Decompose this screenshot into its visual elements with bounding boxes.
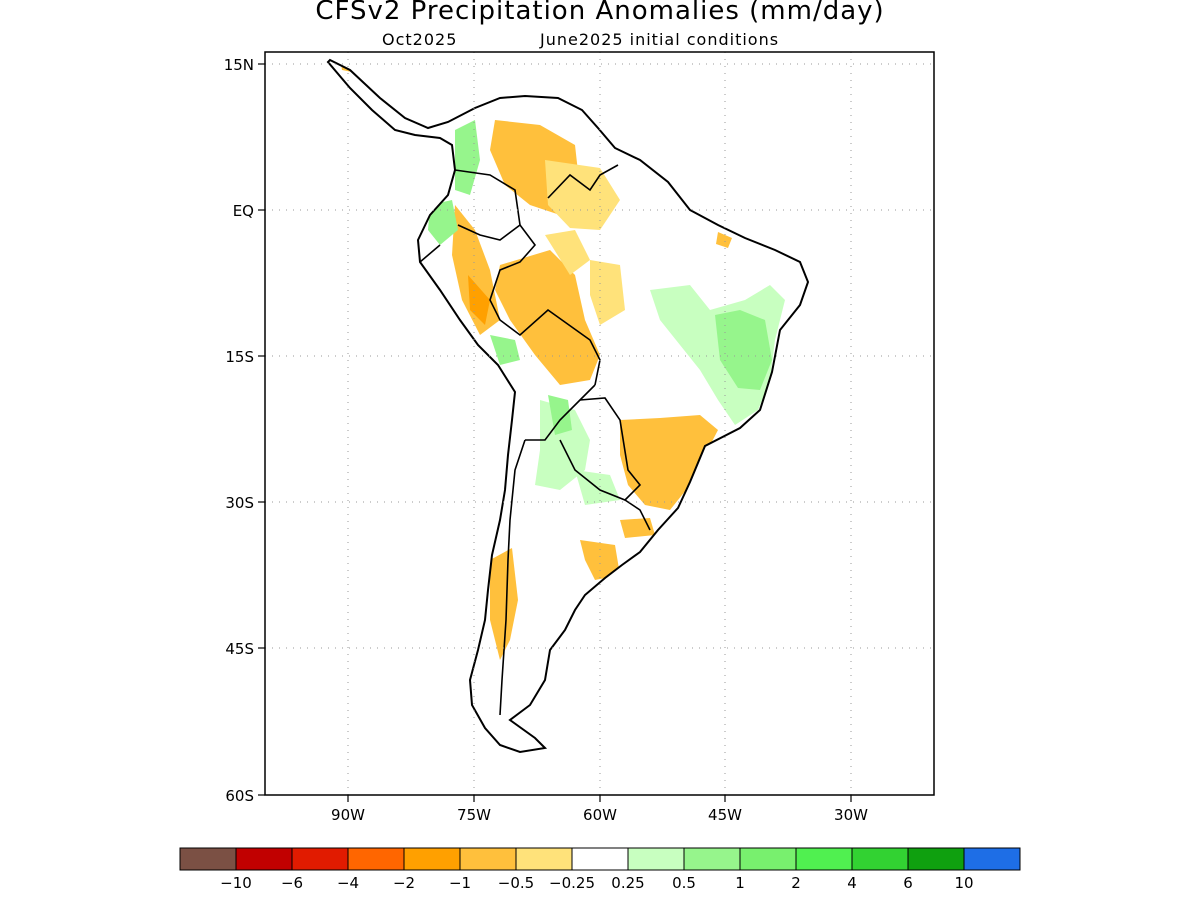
initial-conditions: June2025 initial conditions [540, 30, 780, 49]
colorbar-label: 1 [735, 874, 745, 892]
wet-anomaly-bahia [715, 310, 772, 390]
colorbar-label: −10 [220, 874, 252, 892]
dry-anomaly-buenos-aires [580, 540, 620, 580]
wet-anomaly-colombia [455, 120, 480, 195]
dry-anomaly-central-amazon [545, 230, 590, 275]
colorbar-swatch [627, 847, 685, 871]
colorbar-label: −0.25 [549, 874, 595, 892]
wet-anomaly-ecuador [428, 200, 458, 245]
strong-dry-anomaly-peru [468, 275, 490, 325]
colorbar-swatch [907, 847, 965, 871]
colorbar-swatch [347, 847, 405, 871]
lon-label-45w: 45W [708, 806, 742, 824]
colorbar-label: −0.5 [498, 874, 534, 892]
lat-label-60s: 60S [225, 787, 254, 805]
colorbar-label: −2 [393, 874, 415, 892]
dry-anomaly-southern-andes [490, 548, 518, 660]
dry-anomaly-guyana [545, 160, 620, 230]
colorbar-label: −1 [449, 874, 471, 892]
lon-ticks [347, 795, 852, 802]
colorbar-label: −4 [337, 874, 359, 892]
dry-anomaly-southeast-brazil [620, 415, 718, 510]
wet-anomaly-north-argentina [548, 395, 572, 435]
colorbar-swatch [851, 847, 909, 871]
colorbar-label: −6 [281, 874, 303, 892]
lon-label-90w: 90W [331, 806, 365, 824]
map-title: CFSv2 Precipitation Anomalies (mm/day) [315, 0, 885, 26]
colorbar-swatch [179, 847, 237, 871]
colorbar-swatch [683, 847, 741, 871]
colorbar-label: 10 [954, 874, 973, 892]
colorbar-labels: −10 −6 −4 −2 −1 −0.5 −0.25 0.25 0.5 1 2 4 6 10 [220, 874, 973, 892]
forecast-month: Oct2025 [382, 30, 458, 49]
colorbar-label: 6 [903, 874, 913, 892]
lon-label-75w: 75W [457, 806, 491, 824]
lat-label-15s: 15S [225, 348, 254, 366]
lat-label-15n: 15N [224, 56, 254, 74]
dry-anomaly-para [590, 260, 625, 325]
graticule [265, 52, 934, 795]
colorbar-swatch [515, 847, 573, 871]
colorbar-swatch [291, 847, 349, 871]
dry-anomaly-ceara [716, 232, 732, 248]
colorbar [179, 847, 1021, 871]
lat-label-45s: 45S [225, 640, 254, 658]
lat-label-eq: EQ [233, 202, 254, 220]
colorbar-swatch [571, 847, 629, 871]
colorbar-label: 4 [847, 874, 857, 892]
colorbar-swatch [235, 847, 293, 871]
wet-anomaly-altiplano [490, 335, 520, 365]
lon-label-60w: 60W [583, 806, 617, 824]
colorbar-swatch [459, 847, 517, 871]
lat-label-30s: 30S [225, 494, 254, 512]
colorbar-swatch [403, 847, 461, 871]
lat-ticks [258, 63, 265, 796]
colorbar-label: 0.25 [611, 874, 644, 892]
colorbar-swatch [795, 847, 853, 871]
colorbar-swatch [739, 847, 797, 871]
colorbar-label: 0.5 [672, 874, 696, 892]
colorbar-swatch [963, 847, 1021, 871]
colorbar-label: 2 [791, 874, 801, 892]
lon-label-30w: 30W [834, 806, 868, 824]
country-borders [419, 164, 651, 716]
dry-anomaly-bolivia-acre [495, 250, 600, 385]
